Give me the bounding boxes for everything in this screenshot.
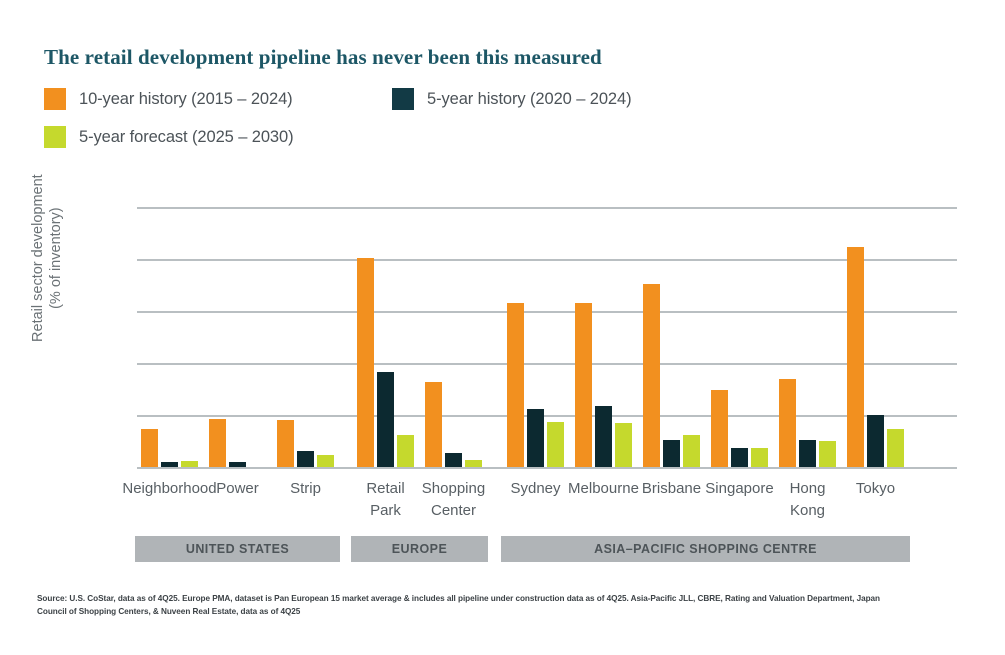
bar — [357, 257, 374, 467]
legend-item-5-year-history: 5-year history (2020 – 2024) — [392, 88, 632, 110]
bar — [181, 460, 198, 467]
x-axis-tick-label: Sydney — [510, 480, 561, 497]
bar — [847, 246, 864, 467]
gridline — [137, 311, 957, 313]
gridline — [137, 259, 957, 261]
x-axis-tick-label: Hong Kong — [789, 480, 826, 519]
bar — [141, 428, 158, 467]
legend-item-10-year-history: 10-year history (2015 – 2024) — [44, 88, 293, 110]
gridline — [137, 415, 957, 417]
y-axis-title: Retail sector development (% of inventor… — [29, 174, 64, 342]
lime-swatch-icon — [44, 126, 66, 148]
bar — [397, 434, 414, 467]
region-band-asia-pacific-shopping-centre: ASIA–PACIFIC SHOPPING CENTRE — [501, 536, 910, 562]
bar-group — [847, 207, 904, 467]
bar-group — [507, 207, 564, 467]
bar — [229, 461, 246, 467]
bar-group — [643, 207, 700, 467]
bar-group — [711, 207, 768, 467]
bar — [643, 283, 660, 467]
bar — [751, 448, 768, 467]
bar — [663, 439, 680, 467]
legend-item-5-year-forecast: 5-year forecast (2025 – 2030) — [44, 126, 294, 148]
bar — [317, 454, 334, 467]
bar-group — [277, 207, 334, 467]
bar — [711, 390, 728, 467]
x-axis-tick-label: Neighborhood — [122, 480, 217, 497]
bar — [425, 381, 442, 467]
bar — [377, 372, 394, 467]
bar — [209, 419, 226, 467]
region-band-europe: EUROPE — [351, 536, 488, 562]
x-axis-labels: Neighborhood Power Strip Retail Park Shoppin… — [122, 478, 957, 528]
bar — [547, 422, 564, 467]
bar — [867, 415, 884, 467]
region-bands: UNITED STATES EUROPE ASIA–PACIFIC SHOPPING… — [0, 536, 1005, 562]
bar — [683, 434, 700, 467]
bar — [527, 408, 544, 467]
bar-group — [141, 207, 198, 467]
bar-group — [779, 207, 836, 467]
chart-title: The retail development pipeline has neve… — [44, 45, 602, 69]
x-axis-tick-label: Power — [216, 480, 259, 497]
bar — [297, 451, 314, 467]
bar-group — [357, 207, 414, 467]
x-axis-tick-label: Singapore — [705, 480, 774, 497]
gridline — [137, 363, 957, 365]
x-axis-tick-label: Melbourne — [568, 480, 639, 497]
bar-group — [575, 207, 632, 467]
gridlines: 25%20%15%10%5%0% — [137, 207, 957, 469]
bar — [799, 439, 816, 467]
legend-label-5-year-forecast: 5-year forecast (2025 – 2030) — [79, 127, 294, 146]
bar — [161, 461, 178, 467]
bar — [445, 453, 462, 467]
x-axis-tick-label: Tokyo — [855, 480, 896, 497]
region-band-united-states: UNITED STATES — [135, 536, 340, 562]
orange-swatch-icon — [44, 88, 66, 110]
bar — [595, 405, 612, 467]
x-axis-tick-label: Brisbane — [641, 480, 702, 497]
bar-group — [209, 207, 266, 467]
bar — [887, 428, 904, 467]
gridline — [137, 207, 957, 209]
source-note: Source: U.S. CoStar, data as of 4Q25. Eu… — [37, 594, 881, 617]
bars-layer — [137, 207, 957, 467]
teal-swatch-icon — [392, 88, 414, 110]
bar — [615, 423, 632, 467]
x-axis-tick-label: Retail Park — [366, 480, 405, 519]
gridline — [137, 467, 957, 469]
bar — [779, 378, 796, 467]
bar — [575, 302, 592, 467]
bar — [731, 448, 748, 467]
legend-label-10-year-history: 10-year history (2015 – 2024) — [79, 89, 293, 108]
bar-group — [425, 207, 482, 467]
bar — [465, 459, 482, 467]
x-axis-tick-label: Shopping Center — [421, 480, 486, 519]
bar — [819, 441, 836, 467]
bar — [507, 302, 524, 467]
bar — [277, 420, 294, 467]
x-axis-tick-label: Strip — [290, 480, 321, 497]
legend-label-5-year-history: 5-year history (2020 – 2024) — [427, 89, 632, 108]
